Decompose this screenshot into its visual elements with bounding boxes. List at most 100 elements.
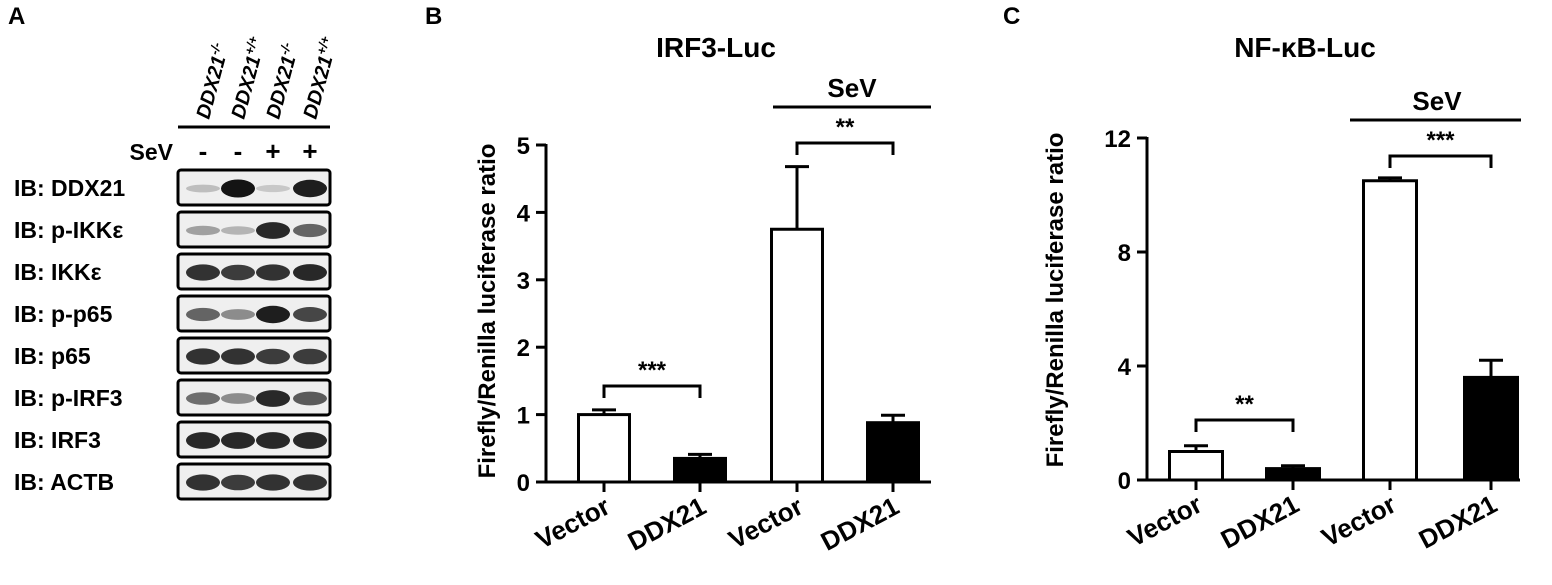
blot-band xyxy=(221,309,255,320)
chart-title-c: NF-κB-Luc xyxy=(1234,32,1376,63)
significance-label: *** xyxy=(638,357,667,384)
genotype-labels: DDX21-/-DDX21+/+DDX21-/-DDX21+/+ xyxy=(190,34,343,121)
blot-band xyxy=(293,432,327,449)
blot-band xyxy=(186,348,220,365)
genotype-label: DDX21+/+ xyxy=(297,34,343,121)
blot-band xyxy=(256,348,290,365)
panel-b-chart: B IRF3-Luc Firefly/Renilla luciferase ra… xyxy=(425,3,931,557)
y-tick-label: 1 xyxy=(517,403,530,430)
blot-row: IB: p65 xyxy=(14,336,332,375)
bar-ddx21 xyxy=(1463,375,1519,482)
blot-band xyxy=(256,390,290,407)
panel-letter-c: C xyxy=(1003,3,1020,30)
blot-band xyxy=(256,305,290,324)
blot-label: IB: IRF3 xyxy=(14,427,101,453)
significance-label: ** xyxy=(836,114,855,141)
significance-label: *** xyxy=(1426,127,1455,154)
panel-a-western-blot: A DDX21-/-DDX21+/+DDX21-/-DDX21+/+ SeV -… xyxy=(8,3,343,501)
genotype-superscript: -/- xyxy=(206,41,224,57)
blot-label: IB: IKKε xyxy=(14,259,102,285)
blot-band xyxy=(293,391,327,406)
blot-band xyxy=(221,432,255,449)
blot-band xyxy=(186,264,220,281)
bar-ddx21 xyxy=(1265,467,1321,482)
y-axis-label-c: Firefly/Renilla luciferase ratio xyxy=(1042,133,1069,468)
x-category-label: DDX21 xyxy=(623,491,711,557)
significance-bracket xyxy=(602,384,702,398)
y-tick-label: 4 xyxy=(517,200,531,227)
blot-row: IB: DDX21 xyxy=(14,168,332,207)
blot-band xyxy=(221,179,255,198)
x-category-label: DDX21 xyxy=(1216,489,1304,555)
bar-vector xyxy=(1362,179,1418,482)
blot-label: IB: p-IRF3 xyxy=(14,385,123,411)
blot-band xyxy=(186,307,220,322)
bar-vector xyxy=(770,227,824,484)
y-axis-label-b: Firefly/Renilla luciferase ratio xyxy=(474,144,501,479)
blot-band xyxy=(293,264,327,281)
y-tick-label: 0 xyxy=(1118,468,1131,495)
blot-row: IB: IKKε xyxy=(14,252,332,291)
blot-label: IB: DDX21 xyxy=(14,175,125,201)
blot-row: IB: IRF3 xyxy=(14,420,332,459)
blot-band xyxy=(221,348,255,365)
blot-band xyxy=(256,222,290,239)
genotype-superscript: +/+ xyxy=(313,34,332,56)
blot-band xyxy=(293,179,327,198)
x-category-label: Vector xyxy=(724,491,808,555)
panel-letter-b: B xyxy=(425,3,442,30)
blot-band xyxy=(293,307,327,322)
blot-rows: IB: DDX21 IB: p-IKKε IB: IKKε IB: p-p65 IB: … xyxy=(14,168,332,501)
bar-ddx21 xyxy=(866,421,920,484)
blot-row: IB: p-p65 xyxy=(14,294,332,333)
bar-ddx21 xyxy=(673,456,727,484)
y-tick-label: 0 xyxy=(517,470,530,497)
genotype-label: DDX21-/- xyxy=(190,41,234,122)
sev-group-label-b: SeV xyxy=(827,73,877,103)
blot-band xyxy=(221,264,255,281)
panel-c-chart: C NF-κB-Luc Firefly/Renilla luciferase r… xyxy=(1003,3,1521,555)
x-category-label: DDX21 xyxy=(1414,489,1502,555)
bar-vector xyxy=(1168,450,1224,482)
y-tick-label: 8 xyxy=(1118,240,1131,267)
blot-label: IB: p65 xyxy=(14,343,91,369)
blot-band xyxy=(256,432,290,449)
blot-band xyxy=(256,184,290,193)
sev-group-label-c: SeV xyxy=(1412,86,1462,116)
blot-band xyxy=(293,474,327,491)
blot-band xyxy=(186,184,220,193)
sev-signs: - - + + xyxy=(199,136,318,166)
y-tick-label: 4 xyxy=(1118,354,1132,381)
y-tick-label: 3 xyxy=(517,268,530,295)
blot-band xyxy=(293,348,327,365)
x-category-label: Vector xyxy=(1123,489,1207,553)
blot-band xyxy=(256,474,290,491)
bar-vector xyxy=(577,413,631,484)
blot-band xyxy=(186,225,220,236)
genotype-label: DDX21-/- xyxy=(260,41,304,122)
genotype-superscript: +/+ xyxy=(241,34,260,56)
blot-band xyxy=(221,474,255,491)
blot-band xyxy=(221,393,255,404)
significance-bracket xyxy=(795,141,895,155)
blot-label: IB: p-IKKε xyxy=(14,217,123,243)
blot-band xyxy=(186,432,220,449)
y-tick-label: 12 xyxy=(1104,126,1131,153)
sev-sign: - xyxy=(234,136,243,166)
y-tick-label: 5 xyxy=(517,133,530,160)
sev-sign: + xyxy=(302,136,317,166)
genotype-superscript: -/- xyxy=(276,41,294,57)
y-tick-label: 2 xyxy=(517,335,530,362)
significance-bracket xyxy=(1388,154,1493,168)
blot-row: IB: ACTB xyxy=(14,462,332,501)
chart-title-b: IRF3-Luc xyxy=(656,32,776,63)
panel-letter-a: A xyxy=(8,3,25,30)
blot-label: IB: p-p65 xyxy=(14,301,113,327)
sev-sign: - xyxy=(199,136,208,166)
significance-bracket xyxy=(1194,418,1295,432)
blot-band xyxy=(186,474,220,491)
blot-band xyxy=(256,264,290,281)
